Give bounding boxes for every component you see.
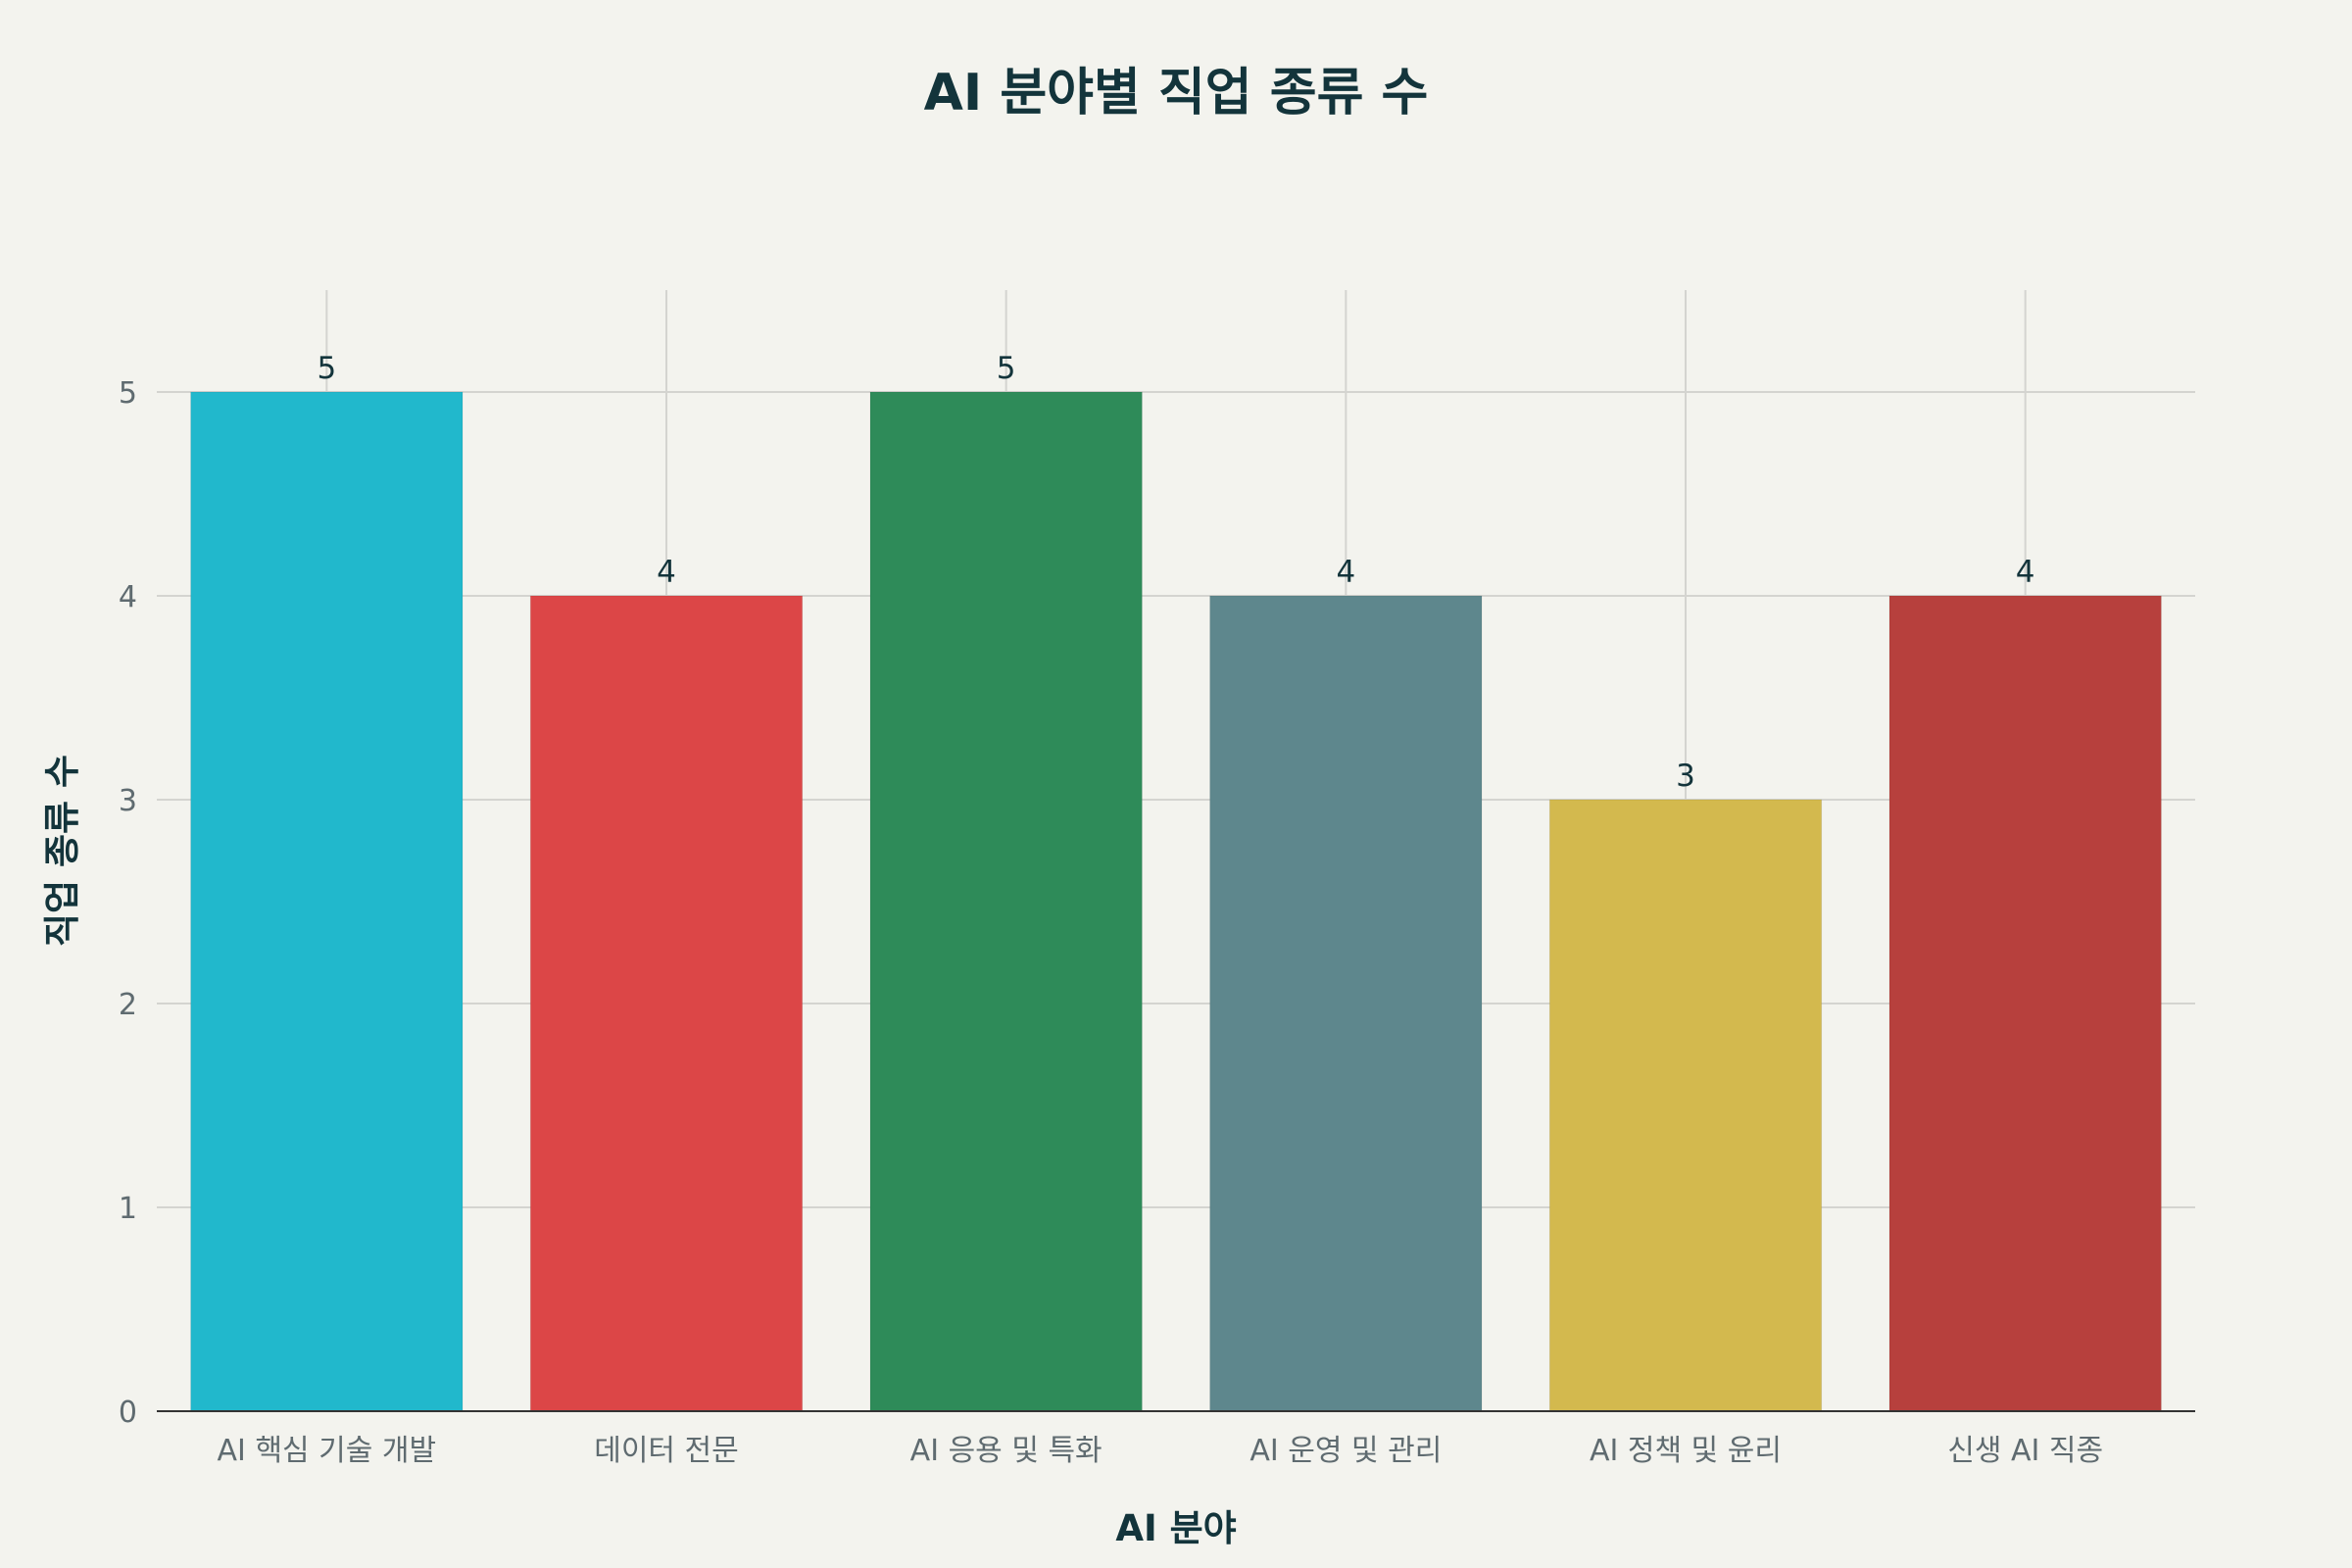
bar[interactable] — [869, 391, 1143, 1412]
bar-value-label: 3 — [1676, 759, 1695, 794]
bar[interactable] — [529, 595, 804, 1412]
x-tick-label: AI 정책 및 윤리 — [1590, 1434, 1782, 1468]
y-axis: 0 1 2 3 4 5 — [119, 376, 137, 1430]
data-labels: 5 4 5 4 3 4 — [317, 351, 2034, 794]
bar-value-label: 4 — [657, 555, 676, 590]
y-tick-label: 3 — [119, 784, 137, 818]
chart-title: AI 분야별 직업 종류 수 — [924, 64, 1429, 122]
y-tick-label: 2 — [119, 988, 137, 1022]
x-axis-title: AI 분야 — [1115, 1507, 1236, 1549]
x-tick-label: 데이터 전문 — [594, 1434, 739, 1468]
y-tick-label: 4 — [119, 580, 137, 614]
bar[interactable] — [1548, 799, 1823, 1412]
x-tick-label: AI 응용 및 특화 — [910, 1434, 1102, 1468]
bar-value-label: 5 — [997, 351, 1016, 386]
bar-value-label: 4 — [1336, 555, 1355, 590]
y-tick-label: 5 — [119, 376, 137, 411]
bars — [190, 391, 2162, 1412]
bar-value-label: 5 — [317, 351, 336, 386]
bar[interactable] — [1888, 595, 2162, 1412]
x-tick-label: AI 핵심 기술 개발 — [218, 1434, 437, 1468]
y-tick-label: 0 — [119, 1396, 137, 1430]
y-tick-label: 1 — [119, 1192, 137, 1226]
y-axis-title: 직업 종류 수 — [41, 755, 83, 947]
x-tick-label: AI 운영 및 관리 — [1250, 1434, 1442, 1468]
x-tick-label: 신생 AI 직종 — [1947, 1434, 2103, 1468]
bar-value-label: 4 — [2016, 555, 2035, 590]
bar[interactable] — [190, 391, 464, 1412]
x-axis: AI 핵심 기술 개발 데이터 전문 AI 응용 및 특화 AI 운영 및 관리 AI … — [218, 1434, 2104, 1468]
bar[interactable] — [1209, 595, 1483, 1412]
